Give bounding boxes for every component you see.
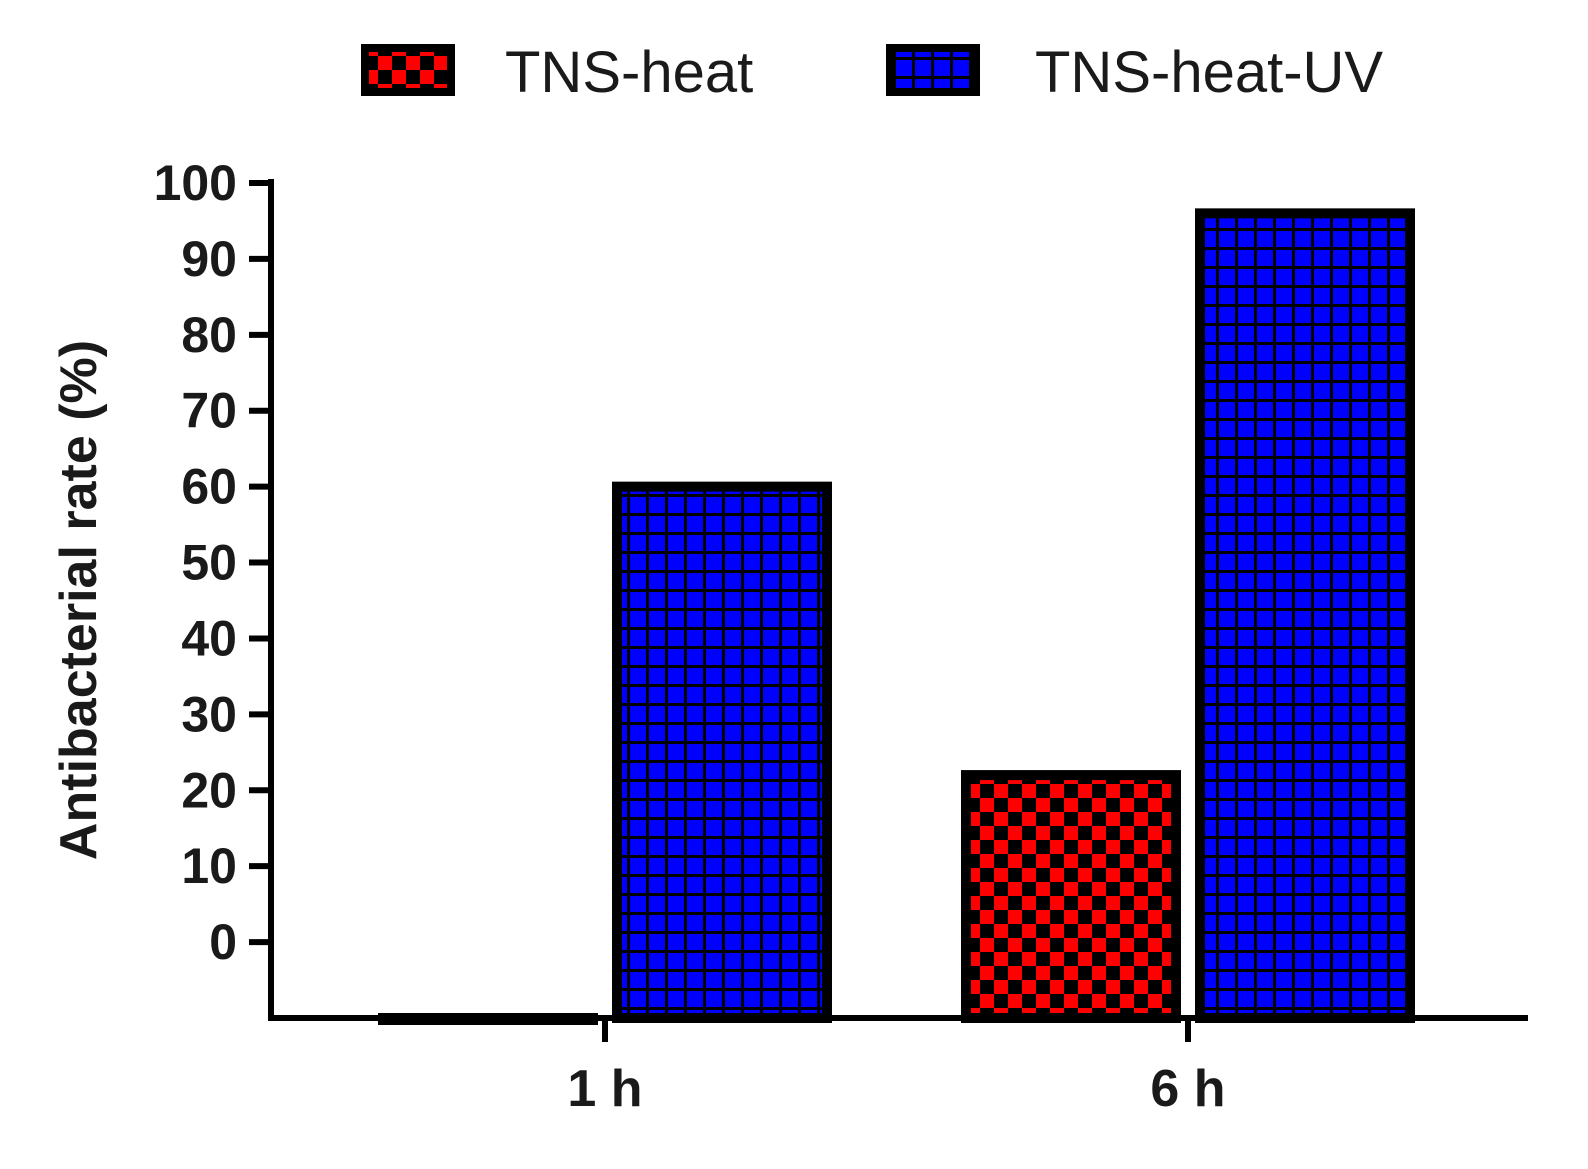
y-tick-label-0: 0 <box>209 914 237 970</box>
bar-tns-heat-uv-1h <box>612 481 832 1023</box>
y-tick-label-80: 80 <box>181 307 237 363</box>
y-tick-label-60: 60 <box>181 459 237 515</box>
legend-swatch-tns-heat-uv <box>886 44 980 96</box>
legend-label-tns-heat-uv: TNS-heat-UV <box>1035 40 1383 105</box>
y-tick-label-30: 30 <box>181 686 237 742</box>
y-tick-label-20: 20 <box>181 762 237 818</box>
x-tick-label-1h: 1 h <box>567 1060 642 1118</box>
axes <box>268 179 1528 1021</box>
legend-label-tns-heat: TNS-heat <box>505 40 753 105</box>
y-tick-label-40: 40 <box>181 610 237 666</box>
y-tick-label-10: 10 <box>181 838 237 894</box>
y-axis-ticks: 0 10 20 30 40 50 60 70 80 90 100 <box>154 155 271 970</box>
x-tick-label-6h: 6 h <box>1150 1060 1225 1118</box>
y-tick-label-50: 50 <box>181 535 237 591</box>
bar-tns-heat-uv-6h <box>1195 208 1415 1023</box>
legend: TNS-heat TNS-heat-UV <box>361 40 1383 105</box>
legend-swatch-tns-heat <box>361 44 455 96</box>
y-axis-label: Antibacterial rate (%) <box>50 340 108 860</box>
y-tick-label-100: 100 <box>154 155 237 211</box>
y-tick-label-70: 70 <box>181 383 237 439</box>
bars <box>378 208 1415 1025</box>
x-axis-ticks: 1 h 6 h <box>567 1018 1226 1118</box>
bar-tns-heat-6h <box>961 770 1181 1023</box>
y-tick-label-90: 90 <box>181 231 237 287</box>
